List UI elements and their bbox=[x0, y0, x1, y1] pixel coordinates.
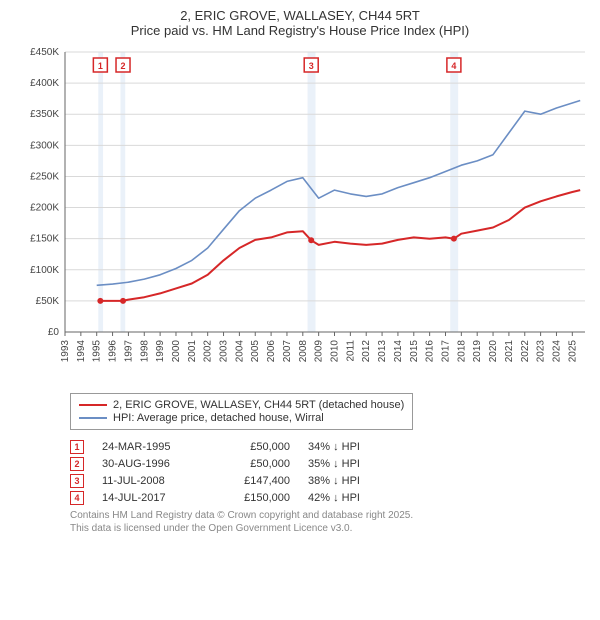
svg-text:2017: 2017 bbox=[440, 340, 451, 363]
svg-text:2016: 2016 bbox=[425, 340, 436, 363]
legend-item: 2, ERIC GROVE, WALLASEY, CH44 5RT (detac… bbox=[79, 399, 404, 411]
svg-text:2015: 2015 bbox=[409, 340, 420, 363]
svg-text:£150K: £150K bbox=[30, 234, 59, 245]
sale-date: 14-JUL-2017 bbox=[102, 492, 202, 504]
svg-text:3: 3 bbox=[309, 61, 314, 71]
table-row: 4 14-JUL-2017 £150,000 42% ↓ HPI bbox=[70, 491, 590, 505]
title-line-1: 2, ERIC GROVE, WALLASEY, CH44 5RT bbox=[10, 8, 590, 23]
legend-swatch-0 bbox=[79, 404, 107, 406]
svg-text:2020: 2020 bbox=[488, 340, 499, 363]
svg-text:2012: 2012 bbox=[361, 340, 372, 363]
sale-price: £50,000 bbox=[220, 458, 290, 470]
svg-text:1995: 1995 bbox=[92, 340, 103, 363]
svg-text:£350K: £350K bbox=[30, 109, 59, 120]
svg-text:2001: 2001 bbox=[187, 340, 198, 363]
svg-text:2025: 2025 bbox=[567, 340, 578, 363]
svg-text:2008: 2008 bbox=[298, 340, 309, 363]
title-block: 2, ERIC GROVE, WALLASEY, CH44 5RT Price … bbox=[10, 8, 590, 38]
legend-label: HPI: Average price, detached house, Wirr… bbox=[113, 412, 324, 424]
sale-diff: 35% ↓ HPI bbox=[308, 458, 398, 470]
svg-text:2005: 2005 bbox=[250, 340, 261, 363]
figure-container: 2, ERIC GROVE, WALLASEY, CH44 5RT Price … bbox=[0, 0, 600, 541]
svg-text:2002: 2002 bbox=[203, 340, 214, 363]
svg-text:1996: 1996 bbox=[108, 340, 119, 363]
svg-text:1993: 1993 bbox=[60, 340, 71, 363]
svg-text:2: 2 bbox=[121, 61, 126, 71]
svg-text:2006: 2006 bbox=[266, 340, 277, 363]
svg-text:£450K: £450K bbox=[30, 47, 59, 58]
svg-text:2000: 2000 bbox=[171, 340, 182, 363]
sale-date: 11-JUL-2008 bbox=[102, 475, 202, 487]
sale-diff: 42% ↓ HPI bbox=[308, 492, 398, 504]
svg-text:1999: 1999 bbox=[155, 340, 166, 363]
sale-diff: 34% ↓ HPI bbox=[308, 441, 398, 453]
sale-marker-icon: 4 bbox=[70, 491, 84, 505]
legend-label: 2, ERIC GROVE, WALLASEY, CH44 5RT (detac… bbox=[113, 399, 404, 411]
svg-text:2013: 2013 bbox=[377, 340, 388, 363]
table-row: 2 30-AUG-1996 £50,000 35% ↓ HPI bbox=[70, 457, 590, 471]
legend-item: HPI: Average price, detached house, Wirr… bbox=[79, 412, 404, 424]
svg-text:2024: 2024 bbox=[551, 340, 562, 363]
svg-text:1: 1 bbox=[98, 61, 103, 71]
chart-area: £0 £50K £100K £150K £200K £250K £300K £350K £400… bbox=[10, 42, 590, 387]
sale-price: £147,400 bbox=[220, 475, 290, 487]
svg-text:£50K: £50K bbox=[36, 296, 60, 307]
sale-price: £150,000 bbox=[220, 492, 290, 504]
svg-text:2019: 2019 bbox=[472, 340, 483, 363]
sale-marker-icon: 3 bbox=[70, 474, 84, 488]
svg-text:2021: 2021 bbox=[504, 340, 515, 363]
license-line-1: Contains HM Land Registry data © Crown c… bbox=[70, 509, 590, 522]
svg-text:1998: 1998 bbox=[139, 340, 150, 363]
price-chart: £0 £50K £100K £150K £200K £250K £300K £350K £400… bbox=[10, 42, 590, 382]
svg-text:2007: 2007 bbox=[282, 340, 293, 363]
legend: 2, ERIC GROVE, WALLASEY, CH44 5RT (detac… bbox=[70, 393, 413, 430]
svg-text:£100K: £100K bbox=[30, 265, 59, 276]
title-line-2: Price paid vs. HM Land Registry's House … bbox=[10, 23, 590, 38]
svg-text:£400K: £400K bbox=[30, 78, 59, 89]
svg-text:2009: 2009 bbox=[314, 340, 325, 363]
svg-text:2003: 2003 bbox=[219, 340, 230, 363]
sale-diff: 38% ↓ HPI bbox=[308, 475, 398, 487]
svg-text:2018: 2018 bbox=[456, 340, 467, 363]
svg-text:£250K: £250K bbox=[30, 171, 59, 182]
svg-text:£200K: £200K bbox=[30, 203, 59, 214]
svg-text:2004: 2004 bbox=[234, 340, 245, 363]
svg-text:2023: 2023 bbox=[536, 340, 547, 363]
sale-date: 24-MAR-1995 bbox=[102, 441, 202, 453]
sale-marker-icon: 2 bbox=[70, 457, 84, 471]
svg-text:£300K: £300K bbox=[30, 140, 59, 151]
license-text: Contains HM Land Registry data © Crown c… bbox=[70, 509, 590, 535]
svg-text:1994: 1994 bbox=[76, 340, 87, 363]
svg-text:2010: 2010 bbox=[330, 340, 341, 363]
svg-text:2014: 2014 bbox=[393, 340, 404, 363]
license-line-2: This data is licensed under the Open Gov… bbox=[70, 522, 590, 535]
table-row: 3 11-JUL-2008 £147,400 38% ↓ HPI bbox=[70, 474, 590, 488]
sales-table: 1 24-MAR-1995 £50,000 34% ↓ HPI 2 30-AUG… bbox=[70, 440, 590, 505]
svg-text:4: 4 bbox=[451, 61, 456, 71]
svg-text:£0: £0 bbox=[48, 327, 60, 338]
svg-text:1997: 1997 bbox=[123, 340, 134, 363]
sale-marker-icon: 1 bbox=[70, 440, 84, 454]
legend-swatch-1 bbox=[79, 417, 107, 419]
sale-date: 30-AUG-1996 bbox=[102, 458, 202, 470]
table-row: 1 24-MAR-1995 £50,000 34% ↓ HPI bbox=[70, 440, 590, 454]
sale-price: £50,000 bbox=[220, 441, 290, 453]
svg-text:2011: 2011 bbox=[345, 340, 356, 362]
svg-text:2022: 2022 bbox=[520, 340, 531, 363]
